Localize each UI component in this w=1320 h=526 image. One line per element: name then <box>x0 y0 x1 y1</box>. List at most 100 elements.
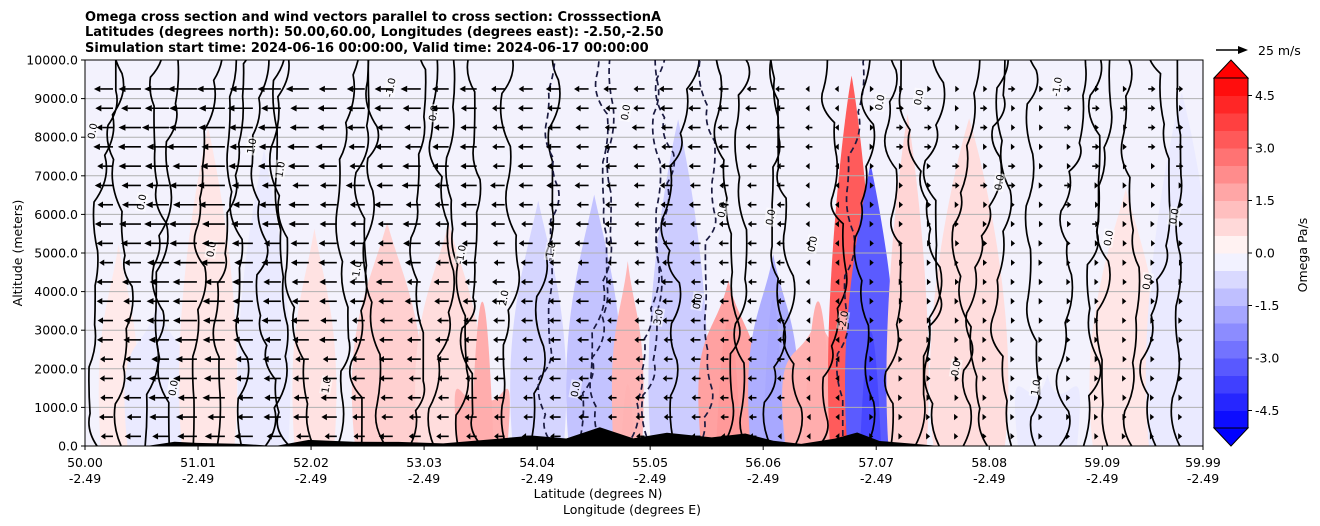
wind-vector-head <box>898 336 903 344</box>
colorbar-segment <box>1214 183 1248 201</box>
wind-vector-head <box>806 433 811 440</box>
y-tick-label: 7000.0 <box>34 168 78 183</box>
wind-vector-head <box>954 298 959 305</box>
wind-vector-head <box>493 317 498 324</box>
wind-vector-head <box>434 182 440 189</box>
wind-vector-head <box>121 201 129 208</box>
wind-vector-head <box>607 259 612 266</box>
wind-vector-head <box>232 298 240 305</box>
wind-vector-head <box>898 394 903 401</box>
wind-vector <box>982 278 987 286</box>
wind-vector <box>1065 433 1070 440</box>
wind-vector <box>691 298 701 305</box>
wind-vector-head <box>435 220 441 228</box>
wind-vector-head <box>776 162 781 170</box>
wind-vector-head <box>635 355 640 363</box>
wind-vector <box>982 375 987 382</box>
wind-vector-head <box>663 394 668 401</box>
wind-vector-head <box>1038 143 1043 151</box>
wind-vector <box>549 336 561 344</box>
wind-vector <box>720 278 729 286</box>
contour-line <box>853 60 876 446</box>
wind-vector <box>324 433 337 440</box>
wind-vector-head <box>520 259 526 266</box>
contour-label-bg <box>763 207 778 227</box>
wind-vector <box>489 182 505 189</box>
wind-vector-head <box>835 394 840 401</box>
wind-vector-head <box>523 375 528 382</box>
wind-vector <box>1066 259 1071 266</box>
wind-vector-head <box>350 394 356 401</box>
wind-vector <box>954 433 959 440</box>
wind-vector-head <box>237 394 243 401</box>
contour-label: 0.0 <box>911 87 927 108</box>
wind-vector-head <box>123 317 130 324</box>
contour-label-text: -1.0 <box>544 241 558 262</box>
wind-vector <box>603 85 617 93</box>
wind-vector <box>1122 336 1127 344</box>
wind-vector-head <box>983 105 988 112</box>
wind-vector-head <box>835 375 840 382</box>
wind-vector <box>204 278 225 286</box>
wind-vector-head <box>805 143 810 151</box>
contour-label: 0.0 <box>1140 271 1155 292</box>
wind-vector-head <box>1039 85 1044 93</box>
wind-vector <box>96 336 113 344</box>
wind-vector <box>776 105 785 112</box>
wind-vector-head <box>926 433 931 440</box>
wind-vector <box>376 182 393 189</box>
wind-vector-head <box>289 124 297 131</box>
wind-vector-head <box>517 124 523 131</box>
wind-vector-head <box>464 278 470 286</box>
wind-vector <box>291 298 309 305</box>
wind-vector-head <box>982 220 987 228</box>
contour-label-bg <box>911 87 926 108</box>
wind-vector-head <box>200 259 208 266</box>
wind-vector-head <box>634 259 639 266</box>
contour-label-bg <box>319 375 334 395</box>
wind-vector <box>374 143 393 151</box>
contour-line <box>499 60 521 446</box>
wind-vector <box>834 105 839 112</box>
wind-vector-head <box>834 124 839 131</box>
wind-vector <box>661 220 673 228</box>
wind-vector <box>123 336 141 344</box>
colorbar-segment <box>1214 340 1248 359</box>
wind-vector <box>234 375 253 382</box>
wind-vector <box>436 317 449 324</box>
wind-vector-head <box>658 85 664 93</box>
wind-vector <box>547 278 561 286</box>
wind-vector-head <box>869 162 874 170</box>
wind-vector <box>289 124 309 131</box>
wind-vector-head <box>202 298 210 305</box>
wind-vector <box>1011 105 1016 112</box>
wind-vector <box>898 433 903 440</box>
wind-vector <box>574 182 589 189</box>
wind-vector <box>691 413 701 421</box>
wind-vector <box>1038 220 1043 228</box>
wind-vector <box>377 220 393 228</box>
wind-vector-head <box>776 220 781 228</box>
wind-vector-head <box>97 317 104 324</box>
wind-vector <box>375 278 393 286</box>
wind-vector-head <box>264 394 271 401</box>
wind-vector <box>719 394 729 401</box>
wind-vector <box>169 182 197 189</box>
wind-vector-head <box>805 85 810 93</box>
x-tick-label-latitude: 57.07 <box>858 455 894 470</box>
wind-vector <box>1150 259 1155 266</box>
wind-vector-head <box>926 317 931 324</box>
wind-vector <box>292 336 309 344</box>
wind-vector <box>350 394 365 401</box>
wind-vector <box>549 375 561 382</box>
wind-vector-head <box>353 433 358 440</box>
wind-vector <box>663 336 673 344</box>
wind-vector-head <box>869 85 874 93</box>
y-tick-label: 10000.0 <box>26 53 78 68</box>
wind-vector-head <box>1122 259 1127 266</box>
wind-vector <box>318 259 337 266</box>
wind-vector <box>573 85 589 93</box>
wind-vector-head <box>635 413 640 421</box>
wind-vector <box>1148 105 1156 112</box>
wind-vector <box>955 85 960 93</box>
